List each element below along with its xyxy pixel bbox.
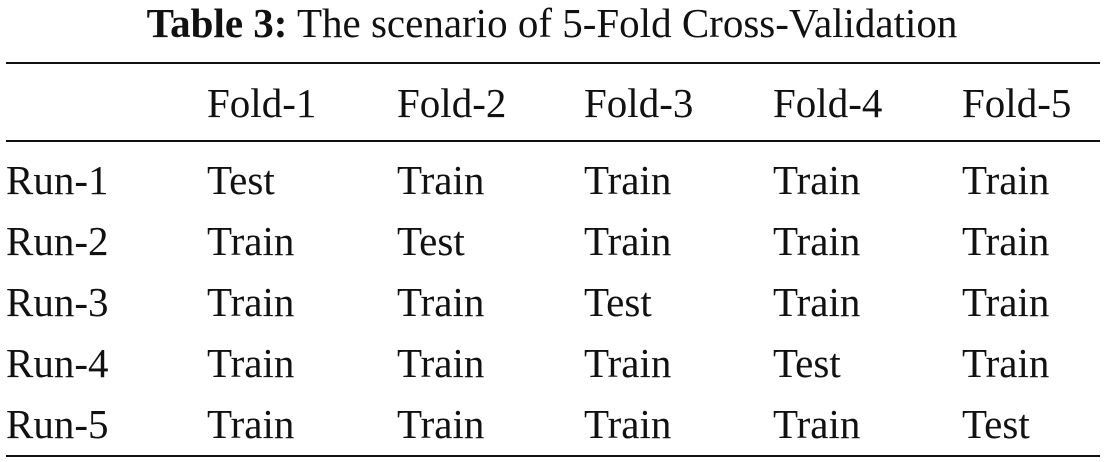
table-row: Run-1 Test Train Train Train Train [0,152,1104,208]
table-cell: Train [773,279,861,325]
caption-text: The scenario of 5-Fold Cross-Validation [296,0,958,46]
table-bottom-rule [6,455,1100,457]
table-cell: Train [397,340,485,386]
table-cell: Test [584,279,652,325]
row-label: Run-4 [6,340,109,386]
table-row: Run-5 Train Train Train Train Test [0,396,1104,452]
table-header-rule [6,140,1100,142]
table-cell: Train [397,401,485,447]
table-cell: Train [584,218,672,264]
table-top-rule [6,62,1100,64]
table-cell: Train [962,157,1050,203]
row-label: Run-1 [6,157,109,203]
table-cell: Train [207,401,295,447]
table-cell: Train [773,157,861,203]
table-cell: Train [207,340,295,386]
table-cell: Train [584,401,672,447]
table-cell: Train [397,157,485,203]
table-caption: Table 3: The scenario of 5-Fold Cross-Va… [0,0,1104,52]
table-cell: Train [584,157,672,203]
table-cell: Test [773,340,841,386]
table-cell: Train [962,218,1050,264]
table-cell: Test [962,401,1030,447]
header-cell: Fold-1 [207,80,317,126]
table-cell: Train [962,340,1050,386]
table-cell: Test [397,218,465,264]
row-label: Run-2 [6,218,109,264]
table-cell: Train [962,279,1050,325]
header-cell: Fold-5 [962,80,1072,126]
table-cell: Train [773,401,861,447]
table-cell: Train [397,279,485,325]
table-row: Run-2 Train Test Train Train Train [0,213,1104,269]
table-header-row: Fold-1 Fold-2 Fold-3 Fold-4 Fold-5 [0,75,1104,131]
table-cell: Train [207,279,295,325]
header-cell: Fold-3 [584,80,694,126]
header-cell: Fold-2 [397,80,507,126]
table-cell: Test [207,157,275,203]
row-label: Run-3 [6,279,109,325]
header-cell: Fold-4 [773,80,883,126]
table-cell: Train [207,218,295,264]
table-row: Run-3 Train Train Test Train Train [0,274,1104,330]
table-cell: Train [773,218,861,264]
row-label: Run-5 [6,401,109,447]
table-cell: Train [584,340,672,386]
table-row: Run-4 Train Train Train Test Train [0,335,1104,391]
caption-label: Table 3: [146,0,288,46]
